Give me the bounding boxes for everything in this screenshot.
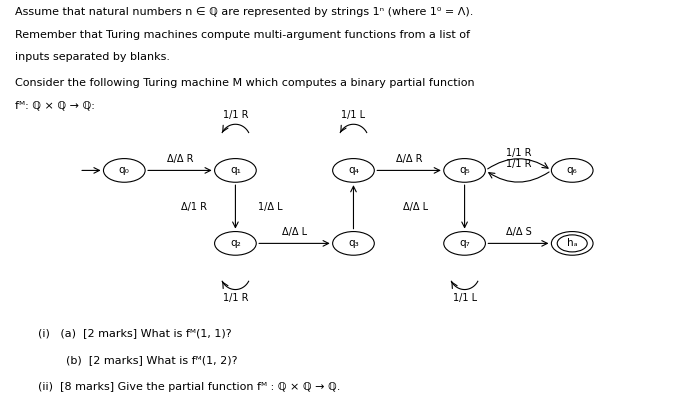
Text: q₇: q₇ (459, 238, 470, 248)
Text: 1/Δ L: 1/Δ L (258, 202, 283, 212)
Text: 1/1 L: 1/1 L (342, 110, 365, 120)
Text: Δ/Δ L: Δ/Δ L (403, 202, 428, 212)
Text: (b)  [2 marks] What is fᴹ(1, 2)?: (b) [2 marks] What is fᴹ(1, 2)? (38, 355, 237, 365)
Text: (i)   (a)  [2 marks] What is fᴹ(1, 1)?: (i) (a) [2 marks] What is fᴹ(1, 1)? (38, 328, 231, 338)
Text: Δ/Δ S: Δ/Δ S (505, 226, 531, 236)
Text: q₃: q₃ (348, 238, 359, 248)
Text: q₆: q₆ (567, 166, 577, 176)
Text: Remember that Turing machines compute multi-argument functions from a list of: Remember that Turing machines compute mu… (15, 30, 470, 40)
Text: 1/1 R: 1/1 R (505, 159, 531, 169)
Text: Assume that natural numbers n ∈ ℚ are represented by strings 1ⁿ (where 1⁰ = Λ).: Assume that natural numbers n ∈ ℚ are re… (15, 7, 474, 17)
Text: q₂: q₂ (230, 238, 241, 248)
Text: Δ/Δ R: Δ/Δ R (167, 154, 193, 164)
Text: Δ/Δ R: Δ/Δ R (395, 154, 422, 164)
Text: q₄: q₄ (348, 166, 359, 176)
Circle shape (552, 158, 593, 182)
Text: 1/1 L: 1/1 L (452, 294, 477, 304)
Text: (ii)  [8 marks] Give the partial function fᴹ : ℚ × ℚ → ℚ.: (ii) [8 marks] Give the partial function… (38, 382, 340, 392)
Text: Δ/1 R: Δ/1 R (181, 202, 206, 212)
Circle shape (215, 232, 256, 255)
Text: 1/1 R: 1/1 R (223, 110, 248, 120)
Circle shape (332, 232, 375, 255)
Circle shape (215, 158, 256, 182)
Circle shape (444, 158, 485, 182)
Text: 1/1 R: 1/1 R (223, 294, 248, 304)
Circle shape (444, 232, 485, 255)
Text: Consider the following Turing machine M which computes a binary partial function: Consider the following Turing machine M … (15, 78, 475, 88)
Circle shape (552, 232, 593, 255)
Text: 1/1 R: 1/1 R (505, 148, 531, 158)
Text: hₐ: hₐ (567, 238, 577, 248)
Text: inputs separated by blanks.: inputs separated by blanks. (15, 52, 170, 62)
Text: q₀: q₀ (119, 166, 130, 176)
Circle shape (104, 158, 145, 182)
Text: q₁: q₁ (230, 166, 241, 176)
Text: Δ/Δ L: Δ/Δ L (282, 226, 307, 236)
Text: fᴹ: ℚ × ℚ → ℚ:: fᴹ: ℚ × ℚ → ℚ: (15, 100, 95, 110)
Text: q₅: q₅ (459, 166, 470, 176)
Circle shape (332, 158, 375, 182)
